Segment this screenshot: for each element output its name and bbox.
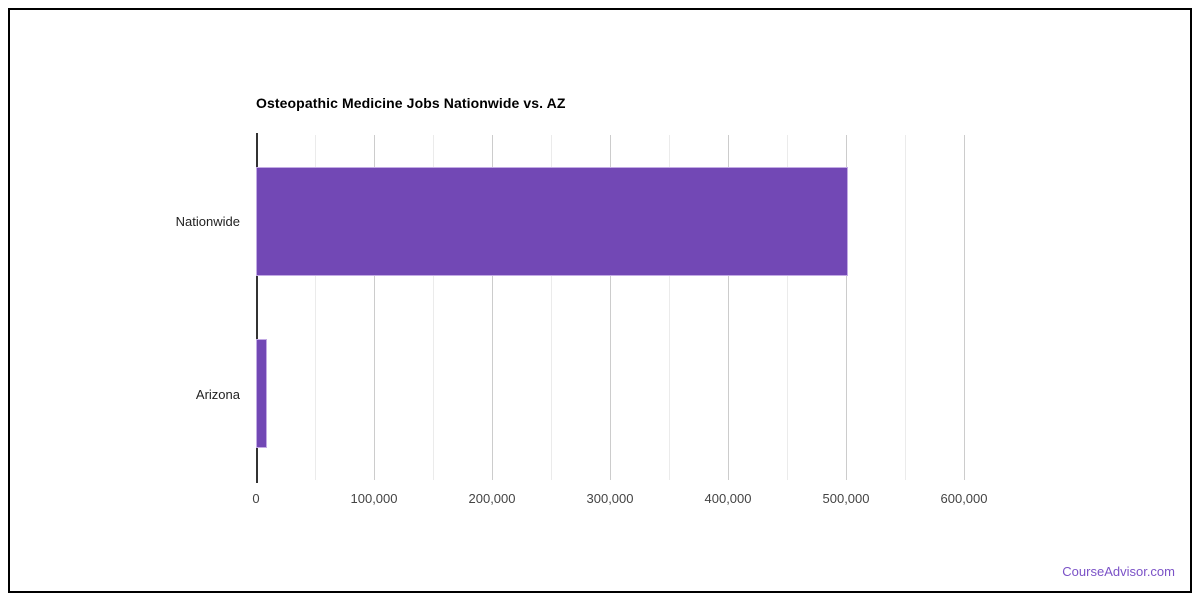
minor-gridline — [551, 135, 552, 480]
major-gridline — [610, 135, 611, 480]
y-axis-line — [256, 133, 258, 483]
minor-gridline — [433, 135, 434, 480]
chart-title: Osteopathic Medicine Jobs Nationwide vs.… — [256, 95, 566, 111]
bar-arizona — [256, 339, 267, 449]
minor-gridline — [669, 135, 670, 480]
x-tick-label: 200,000 — [468, 491, 516, 506]
minor-gridline — [315, 135, 316, 480]
category-label-nationwide: Nationwide — [175, 214, 240, 230]
x-tick-label: 500,000 — [822, 491, 870, 506]
major-gridline — [374, 135, 375, 480]
x-tick-label: 400,000 — [704, 491, 752, 506]
plot-area — [256, 133, 1023, 483]
category-label-arizona: Arizona — [195, 386, 240, 402]
major-gridline — [728, 135, 729, 480]
x-tick-label: 600,000 — [940, 491, 988, 506]
x-tick-label: 300,000 — [586, 491, 634, 506]
x-tick-label: 100,000 — [350, 491, 398, 506]
bar-nationwide — [256, 166, 849, 276]
courseadvisor-link[interactable]: CourseAdvisor.com — [1062, 564, 1175, 579]
x-tick-label: 0 — [252, 491, 260, 506]
major-gridline — [964, 135, 965, 480]
minor-gridline — [787, 135, 788, 480]
major-gridline — [492, 135, 493, 480]
major-gridline — [846, 135, 847, 480]
minor-gridline — [905, 135, 906, 480]
chart-frame: Osteopathic Medicine Jobs Nationwide vs.… — [8, 8, 1192, 593]
